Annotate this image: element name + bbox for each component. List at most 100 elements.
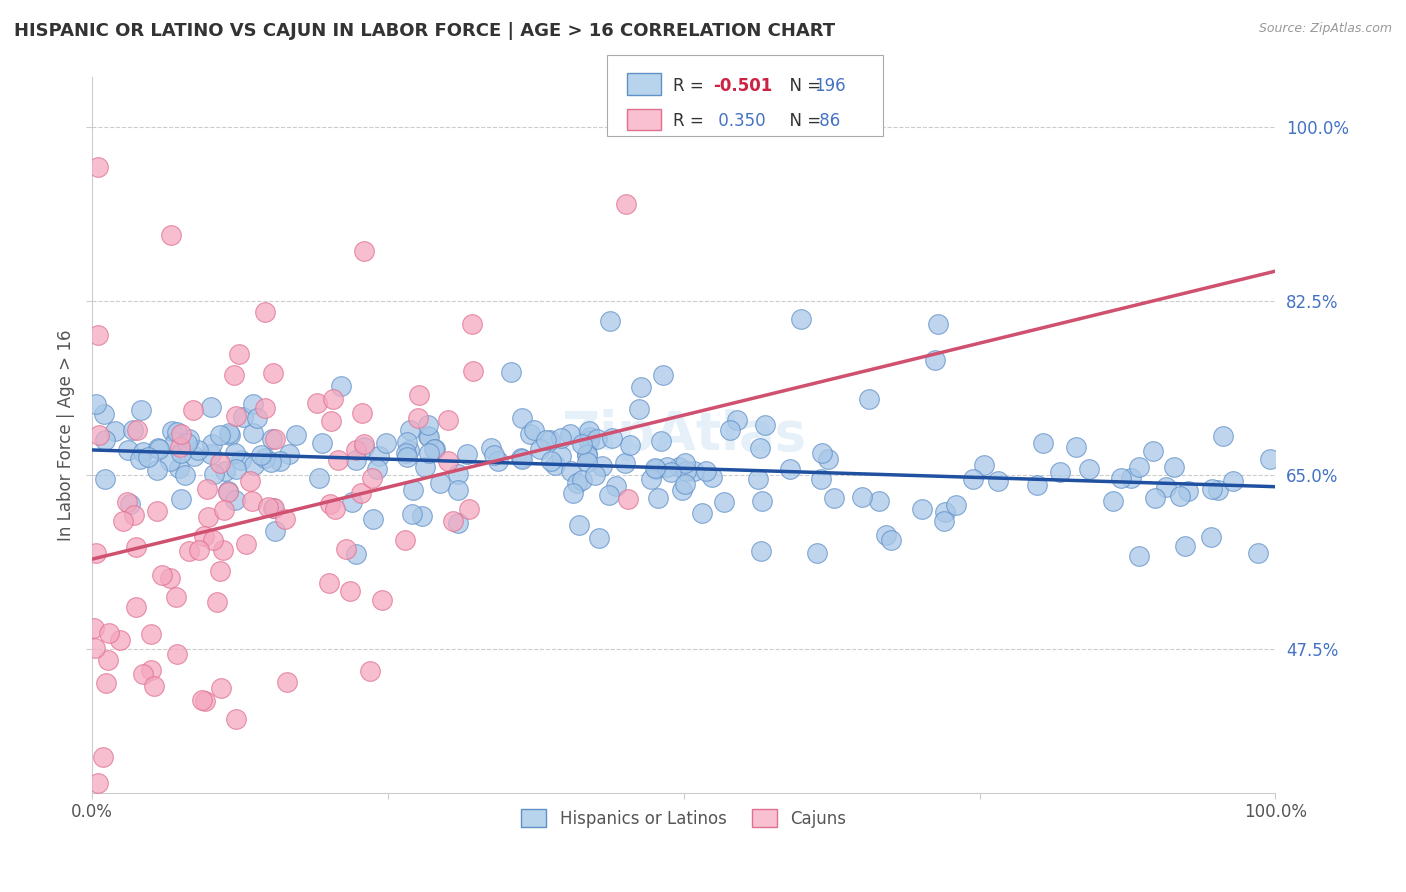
Point xyxy=(851,490,873,504)
Point xyxy=(169,440,191,454)
Point xyxy=(401,507,423,521)
Point xyxy=(170,427,193,442)
Point xyxy=(277,447,299,461)
Point xyxy=(749,441,772,455)
Point xyxy=(318,575,340,590)
Point xyxy=(342,495,364,509)
Point xyxy=(187,542,209,557)
Point xyxy=(166,647,188,661)
Point xyxy=(87,327,110,342)
Point xyxy=(806,546,828,560)
Point xyxy=(482,449,505,463)
Point xyxy=(1142,443,1164,458)
Point xyxy=(550,431,572,445)
Point xyxy=(94,472,117,486)
Point xyxy=(284,427,307,442)
Point xyxy=(661,466,683,480)
Point xyxy=(159,454,181,468)
Point xyxy=(447,483,470,497)
Point xyxy=(224,493,246,508)
Point xyxy=(398,443,420,458)
Point xyxy=(789,312,811,326)
Point xyxy=(429,476,451,491)
Point xyxy=(129,403,152,417)
Point xyxy=(673,477,696,491)
Point xyxy=(690,506,713,520)
Point xyxy=(205,595,228,609)
Point xyxy=(675,464,697,478)
Point xyxy=(361,471,384,485)
Point xyxy=(875,528,897,542)
Point xyxy=(413,460,436,475)
Point xyxy=(260,455,283,469)
Point xyxy=(235,537,257,551)
Point xyxy=(418,430,440,444)
Point xyxy=(322,392,344,406)
Point xyxy=(568,518,591,533)
Point xyxy=(406,411,429,425)
Point xyxy=(700,470,723,484)
Point xyxy=(139,627,162,641)
Point xyxy=(173,467,195,482)
Point xyxy=(1064,440,1087,454)
Point xyxy=(540,453,562,467)
Point xyxy=(560,464,582,478)
Point xyxy=(395,446,418,460)
Point xyxy=(446,467,468,481)
Point xyxy=(630,380,652,394)
Point xyxy=(194,693,217,707)
Point xyxy=(176,435,198,450)
Point xyxy=(232,409,254,424)
Point xyxy=(224,712,246,726)
Point xyxy=(225,462,247,476)
Point xyxy=(395,435,418,450)
Point xyxy=(810,472,832,486)
Point xyxy=(927,318,949,332)
Point xyxy=(447,516,470,530)
Point xyxy=(628,402,651,417)
Text: R =: R = xyxy=(673,77,710,95)
Point xyxy=(330,379,353,393)
Point xyxy=(212,503,235,517)
Point xyxy=(254,401,277,416)
Point xyxy=(83,640,105,655)
Point xyxy=(571,437,593,451)
Point xyxy=(222,368,245,382)
Point xyxy=(225,409,247,423)
Point xyxy=(910,501,932,516)
Point xyxy=(600,431,623,445)
Point xyxy=(544,458,567,472)
Point xyxy=(344,452,367,467)
Point xyxy=(408,388,430,402)
Point xyxy=(565,475,588,490)
Point xyxy=(87,160,110,174)
Point xyxy=(619,438,641,452)
Point xyxy=(166,425,188,439)
Point xyxy=(973,458,995,472)
Y-axis label: In Labor Force | Age > 16: In Labor Force | Age > 16 xyxy=(58,329,75,541)
Point xyxy=(214,464,236,478)
Point xyxy=(202,467,225,481)
Point xyxy=(418,418,440,433)
Point xyxy=(339,583,361,598)
Point xyxy=(605,479,627,493)
Point xyxy=(868,494,890,508)
Point xyxy=(209,456,232,470)
Point xyxy=(346,443,368,458)
Point xyxy=(319,497,342,511)
Point xyxy=(326,452,349,467)
Point xyxy=(747,472,769,486)
Point xyxy=(219,428,242,442)
Point xyxy=(256,500,278,515)
Point xyxy=(209,681,232,695)
Point xyxy=(374,436,396,450)
Point xyxy=(125,423,148,437)
Point xyxy=(1177,483,1199,498)
Point xyxy=(668,460,690,475)
Point xyxy=(1170,489,1192,503)
Point xyxy=(160,424,183,438)
Text: 0.350: 0.350 xyxy=(713,112,765,130)
Point xyxy=(263,500,285,515)
Point xyxy=(242,396,264,410)
Point xyxy=(209,427,232,442)
